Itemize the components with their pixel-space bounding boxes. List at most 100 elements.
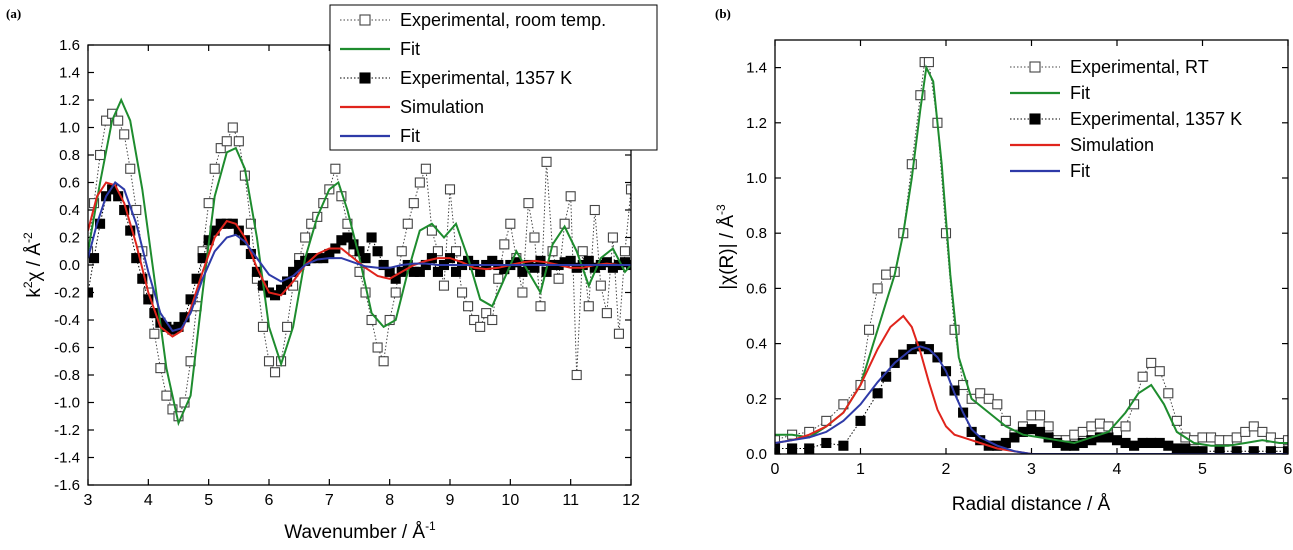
data-point [257, 321, 269, 332]
panel-a-axes: 3 4 5 6 7 8 9 10 11 12 -1.6 -1.4 -1.2 -1.0 -0.8 -0.6 -0.… [54, 37, 640, 509]
series-fit-4 [775, 345, 1288, 454]
series-line [88, 97, 631, 427]
legend-label: Experimental, room temp. [400, 10, 606, 30]
data-point [523, 198, 534, 209]
series-simulation-3 [775, 314, 1288, 454]
data-point [517, 287, 528, 298]
x-tick-label: 4 [144, 492, 153, 509]
data-point [1035, 426, 1046, 437]
data-point [1077, 426, 1088, 437]
y-tick-label: 0.0 [746, 446, 767, 463]
data-point [607, 232, 618, 243]
data-point [414, 177, 425, 188]
data-point [493, 273, 504, 284]
data-point [601, 257, 612, 268]
series-experimental-room-temp-0 [88, 108, 631, 422]
data-point [1103, 432, 1114, 443]
data-point [838, 440, 849, 451]
x-tick-label: 5 [204, 492, 213, 509]
data-point [450, 246, 462, 257]
y-tick-label: -0.2 [54, 285, 80, 302]
data-point [233, 136, 244, 147]
x-tick-label: 5 [1198, 461, 1207, 478]
x-tick-label: 8 [385, 492, 394, 509]
y-tick-label: 1.2 [746, 115, 767, 132]
data-point [613, 328, 624, 339]
data-point [1282, 435, 1288, 446]
data-point [372, 342, 383, 353]
y-tick-label: 1.6 [59, 37, 80, 54]
legend-label: Experimental, 1357 K [1070, 109, 1242, 129]
data-point [1197, 446, 1208, 454]
data-point [775, 443, 781, 454]
data-point [1026, 424, 1037, 435]
data-point [625, 184, 631, 195]
panel-a-x-axis-label: Wavenumber / Å-1 [284, 519, 436, 543]
y-tick-label: 1.2 [59, 92, 80, 109]
data-point [898, 349, 909, 360]
y-tick-label: 0.8 [59, 147, 80, 164]
y-tick-label: 1.0 [59, 120, 80, 137]
data-point [203, 198, 214, 209]
data-point [95, 149, 106, 161]
data-point [342, 218, 353, 229]
y-tick-label: 0.4 [59, 202, 80, 219]
data-point [1231, 446, 1242, 454]
y-tick-label: 0.6 [59, 175, 80, 192]
data-point [119, 129, 130, 140]
data-point [1000, 437, 1011, 449]
legend-marker [1029, 113, 1041, 125]
data-point [1248, 421, 1259, 432]
data-point [221, 136, 232, 147]
data-point [1146, 437, 1157, 449]
series-line [775, 314, 1288, 454]
panel-b-x-axis-label: Radial distance / Å [952, 494, 1111, 515]
data-point [282, 321, 293, 332]
data-point [469, 314, 480, 326]
plot-area [88, 97, 631, 427]
plot-area [775, 57, 1288, 454]
data-point [396, 246, 407, 257]
y-tick-label: -0.6 [54, 340, 80, 357]
panel-b-axes: 0 1 2 3 4 5 6 0.0 0.2 0.4 0.6 0.8 1.0 1.2 1.4 [746, 40, 1293, 478]
legend-label: Fit [400, 126, 420, 146]
panel-a-y-axis-label: k2χ / Å-2 [21, 232, 45, 298]
data-point [408, 198, 419, 209]
data-point [372, 246, 383, 257]
data-point [992, 399, 1003, 410]
series-simulation-3 [88, 181, 631, 338]
data-point [88, 253, 100, 264]
data-point [535, 301, 546, 312]
panel-a-series [88, 97, 631, 427]
data-point [354, 266, 365, 277]
series-experimental-1357-k-2 [775, 341, 1288, 454]
data-point [378, 356, 389, 367]
legend-label: Experimental, RT [1070, 57, 1209, 77]
data-point [481, 308, 492, 319]
data-point [529, 262, 540, 273]
data-point [1257, 426, 1268, 437]
x-tick-label: 4 [1113, 461, 1122, 478]
data-point [432, 246, 443, 257]
data-point [215, 143, 226, 154]
data-point [1137, 437, 1148, 449]
data-point [161, 390, 172, 401]
legend-item: Simulation [1010, 135, 1154, 155]
legend-item: Experimental, room temp. [340, 10, 606, 30]
data-point [499, 239, 510, 250]
panel-a: (a) 3 4 5 6 7 8 9 10 11 12 -1.6 -1.4 -1.2 -1.0 -0.8 -0.… [6, 4, 658, 543]
legend-label: Simulation [400, 97, 484, 117]
panel-b: (b) 0 1 2 3 4 5 6 0.0 0.2 0.4 0.6 0.8 1.0 1.2 1.4 Radi… [714, 6, 1293, 515]
data-point [155, 363, 166, 374]
data-point [577, 246, 588, 257]
data-point [487, 314, 498, 326]
series-fit-4 [88, 181, 631, 333]
data-point [1223, 435, 1234, 446]
data-point [881, 269, 892, 280]
data-point [1111, 435, 1123, 446]
panel-a-label: (a) [6, 6, 21, 21]
panel-b-y-axis-label: |χ(R)| / Å-3 [714, 204, 738, 290]
x-tick-label: 7 [325, 492, 334, 509]
data-point [1171, 443, 1182, 454]
x-tick-label: 3 [1027, 461, 1036, 478]
